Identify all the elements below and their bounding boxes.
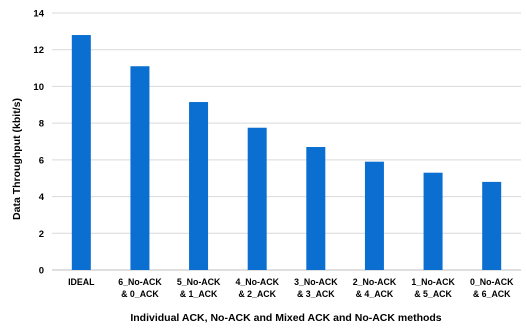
x-tick-label: 2_No-ACK <box>353 277 397 287</box>
y-tick-label: 8 <box>39 119 44 130</box>
x-tick-label: 1_No-ACK <box>411 277 455 287</box>
x-axis-label: Individual ACK, No-ACK and Mixed ACK and… <box>130 312 441 324</box>
y-tick-label: 14 <box>33 9 44 20</box>
x-tick-label: & 6_ACK <box>473 289 511 299</box>
bar <box>189 102 209 271</box>
y-axis-label: Data Throughput (kbit/s) <box>11 98 23 220</box>
x-tick-label: & 2_ACK <box>238 289 276 299</box>
bar <box>247 127 267 270</box>
y-tick-label: 6 <box>39 155 44 166</box>
y-tick-label: 4 <box>39 192 45 203</box>
x-tick-label: & 4_ACK <box>356 289 394 299</box>
x-tick-label: & 1_ACK <box>180 289 218 299</box>
bar <box>306 147 326 270</box>
x-tick-label: & 5_ACK <box>414 289 452 299</box>
x-tick-label: & 3_ACK <box>297 289 335 299</box>
x-tick-label: & 0_ACK <box>121 289 159 299</box>
bar <box>71 35 91 271</box>
x-tick-label: 6_No-ACK <box>118 277 162 287</box>
y-tick-label: 0 <box>39 266 44 277</box>
bars <box>71 35 502 271</box>
gridlines <box>52 12 521 271</box>
bar <box>130 66 150 270</box>
bar <box>364 161 384 270</box>
y-tick-label: 10 <box>33 82 44 93</box>
y-tick-label: 2 <box>39 229 44 240</box>
bar <box>482 181 502 270</box>
x-tick-label: 5_No-ACK <box>177 277 221 287</box>
bar <box>423 172 443 270</box>
y-tick-label: 12 <box>33 45 44 56</box>
x-tick-labels: IDEAL 6_No-ACK & 0_ACK 5_No-ACK & 1_ACK 4_No-… <box>68 277 514 299</box>
y-tick-labels: 0 2 4 6 8 10 12 14 <box>33 9 44 277</box>
x-tick-label: IDEAL <box>68 277 95 287</box>
x-tick-label: 3_No-ACK <box>294 277 338 287</box>
x-tick-label: 4_No-ACK <box>235 277 279 287</box>
x-tick-label: 0_No-ACK <box>470 277 514 287</box>
